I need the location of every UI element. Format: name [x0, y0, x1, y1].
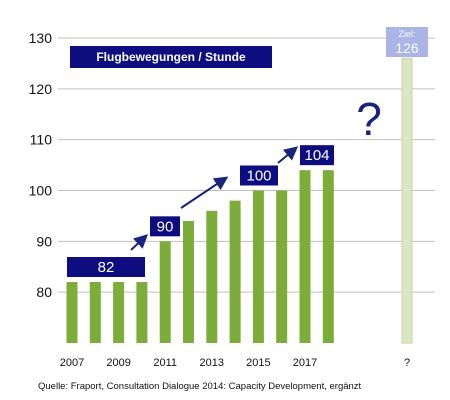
- source-note: Quelle: Fraport, Consultation Dialogue 2…: [38, 381, 362, 392]
- bar-2012: [183, 221, 194, 343]
- x-tick-2007: 2007: [60, 357, 84, 369]
- chart-title-text: Flugbewegungen / Stunde: [96, 50, 246, 64]
- annotation-box-100: [240, 165, 278, 186]
- target-bar: Ziel:126?: [386, 27, 428, 369]
- x-tick-2015: 2015: [246, 357, 270, 369]
- bar-2008: [89, 282, 101, 343]
- chart-title: Flugbewegungen / Stunde: [70, 46, 272, 68]
- bar-2015: [252, 190, 264, 343]
- y-tick-80: 80: [36, 284, 52, 300]
- y-tick-110: 110: [30, 132, 53, 148]
- question-mark: ?: [356, 93, 382, 145]
- x-tick-2011: 2011: [153, 357, 177, 369]
- y-tick-120: 120: [29, 81, 53, 97]
- x-tick-2013: 2013: [200, 357, 224, 369]
- annotation-box-104: [300, 145, 334, 166]
- bar-2007: [66, 282, 78, 343]
- bar-2011: [159, 241, 171, 343]
- target-value-text: 126: [395, 40, 419, 56]
- bar-2014: [229, 200, 241, 343]
- trend-arrow-2: [180, 176, 229, 209]
- x-tick-target: ?: [404, 357, 410, 369]
- bar-2018: [322, 170, 334, 343]
- annotation-label-100: 100: [246, 168, 271, 185]
- annotation-label-90: 90: [157, 218, 174, 235]
- target-label-text: Ziel:: [398, 29, 415, 39]
- x-tick-2017: 2017: [293, 357, 317, 369]
- bar-2016: [276, 190, 288, 343]
- y-axis: 80 90 100 110 120 130: [29, 30, 53, 300]
- annotation-box-90: [150, 216, 180, 237]
- annotations: 82 90 100 104: [67, 145, 334, 277]
- annotation-label-82: 82: [98, 259, 115, 276]
- target-bar-rect: [401, 57, 413, 344]
- bars: [66, 170, 334, 343]
- x-axis: 2007 2009 2011 2013 2015 2017: [60, 357, 317, 369]
- x-tick-2009: 2009: [106, 357, 130, 369]
- trend-arrow-1: [130, 234, 149, 251]
- target-label-box: [386, 27, 428, 57]
- grid-lines: [58, 37, 435, 293]
- bar-2010: [136, 282, 148, 343]
- trend-arrow-3: [277, 146, 299, 164]
- y-tick-130: 130: [29, 30, 53, 46]
- annotation-box-82: [67, 257, 145, 277]
- y-tick-90: 90: [36, 233, 52, 249]
- bar-2009: [113, 282, 125, 343]
- bar-2013: [206, 210, 218, 343]
- bar-2017: [299, 170, 311, 343]
- y-tick-100: 100: [29, 183, 53, 199]
- annotation-label-104: 104: [304, 147, 329, 164]
